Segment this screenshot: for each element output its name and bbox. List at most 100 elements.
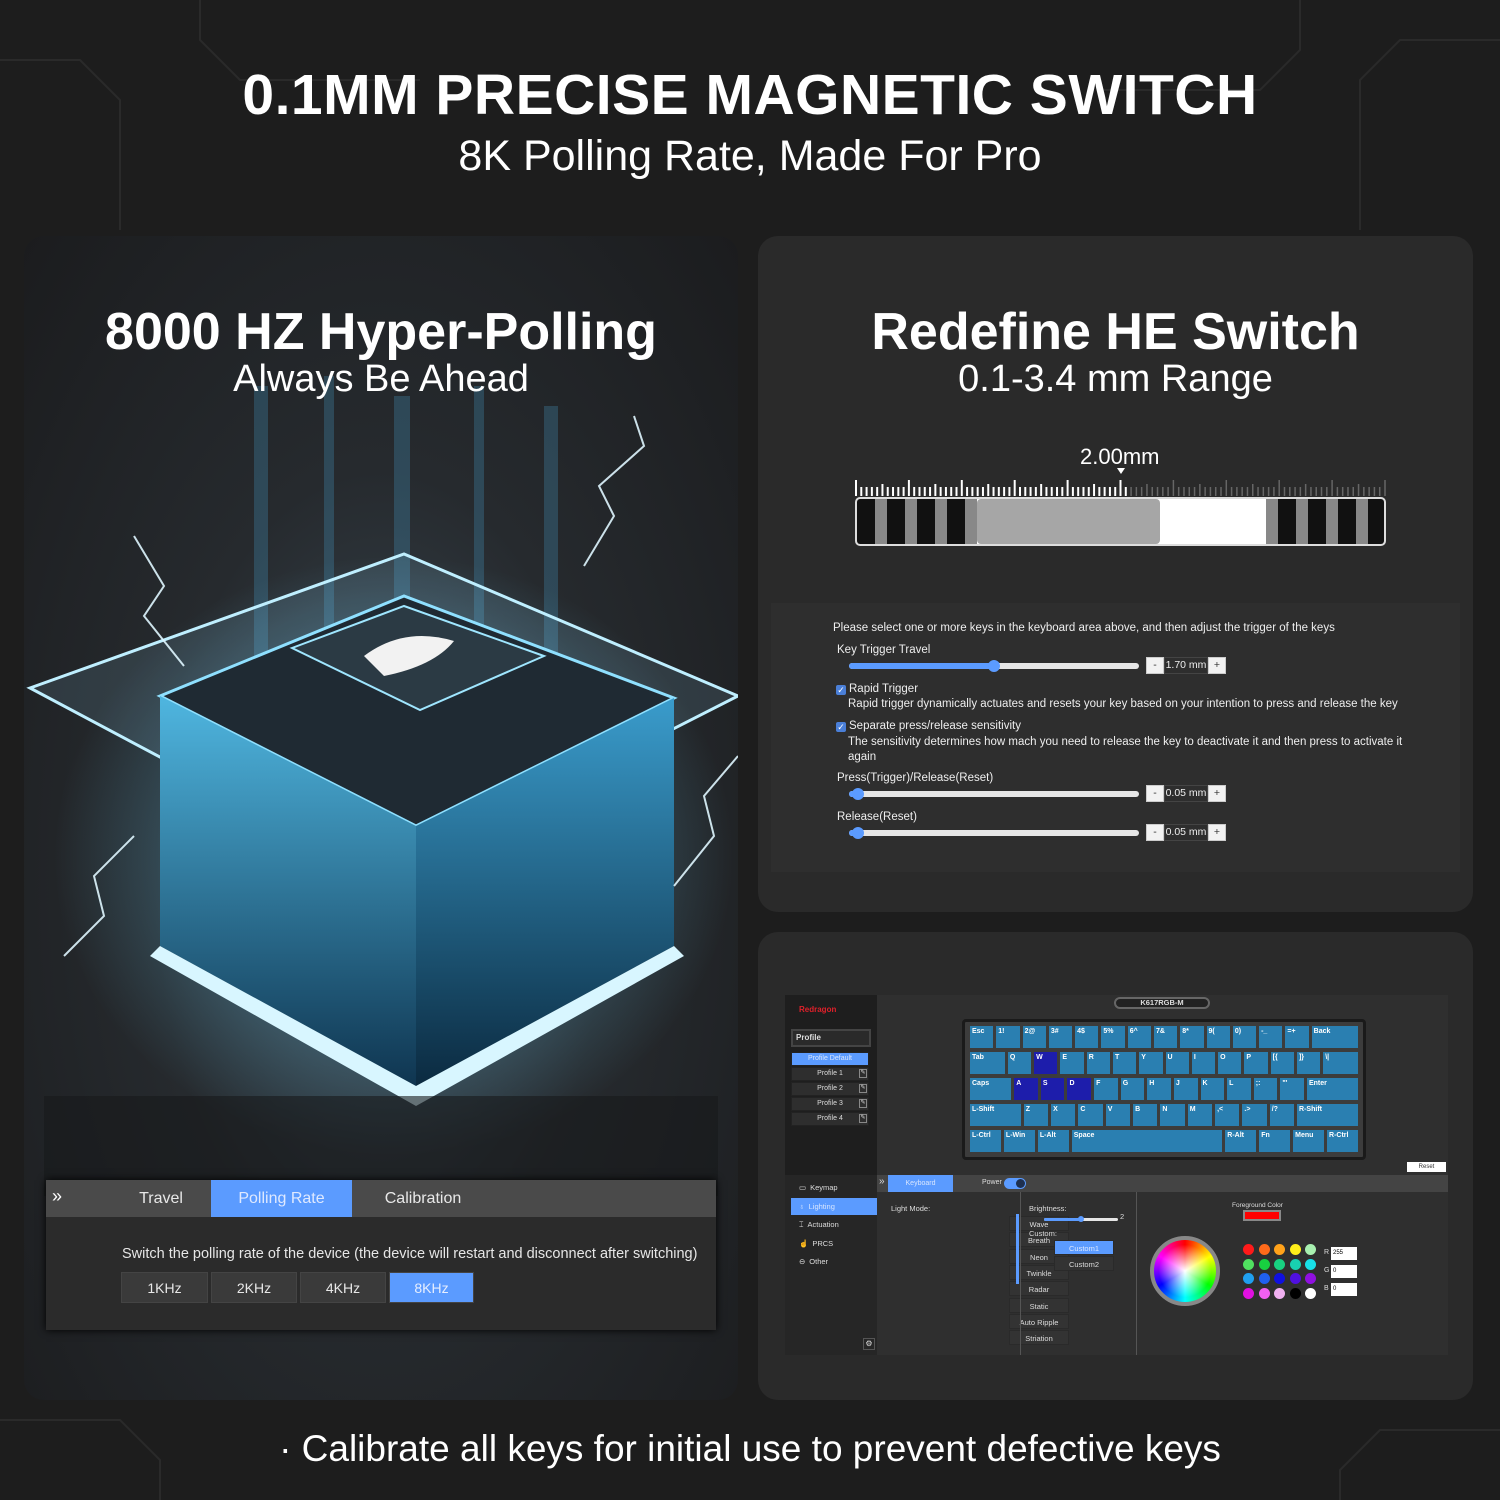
palette-color[interactable]	[1289, 1258, 1301, 1270]
key[interactable]: ,<	[1215, 1104, 1240, 1126]
rate-1khz-button[interactable]: 1KHz	[121, 1272, 208, 1303]
increment-button[interactable]: +	[1208, 785, 1226, 802]
key[interactable]: G	[1120, 1078, 1145, 1100]
key[interactable]: B	[1133, 1104, 1158, 1126]
key[interactable]: [{	[1270, 1052, 1294, 1074]
palette-color[interactable]	[1289, 1244, 1301, 1255]
light-mode-striation[interactable]: Striation	[1009, 1330, 1069, 1346]
key[interactable]: Z	[1023, 1104, 1049, 1126]
key[interactable]: V	[1105, 1104, 1131, 1126]
key[interactable]: Y	[1139, 1052, 1163, 1074]
palette-color[interactable]	[1305, 1258, 1316, 1270]
rate-8khz-button[interactable]: 8KHz	[389, 1272, 474, 1303]
decrement-button[interactable]: -	[1146, 824, 1164, 841]
palette-color[interactable]	[1243, 1244, 1254, 1255]
profile-item[interactable]: Profile 2 ✎	[791, 1082, 869, 1096]
key[interactable]: U	[1165, 1052, 1189, 1074]
key[interactable]: E	[1060, 1052, 1084, 1074]
profile-item[interactable]: Profile 1 ✎	[791, 1067, 869, 1081]
key[interactable]: ;:	[1253, 1078, 1278, 1100]
key[interactable]: P	[1244, 1052, 1268, 1074]
rgb-input-r[interactable]: 255	[1331, 1247, 1357, 1260]
edit-icon[interactable]: ✎	[859, 1099, 867, 1108]
palette-color[interactable]	[1258, 1244, 1270, 1255]
rate-4khz-button[interactable]: 4KHz	[300, 1272, 386, 1303]
key[interactable]: Enter	[1306, 1078, 1359, 1100]
release-slider[interactable]	[849, 827, 1139, 839]
key[interactable]: 2@	[1022, 1026, 1046, 1048]
increment-button[interactable]: +	[1208, 657, 1226, 674]
separate-sensitivity-checkbox[interactable]: ✓	[836, 722, 846, 732]
key[interactable]: 6^	[1127, 1026, 1151, 1048]
tab-keyboard[interactable]: Keyboard	[888, 1175, 953, 1192]
key[interactable]: W	[1034, 1052, 1058, 1074]
key[interactable]: Menu	[1293, 1130, 1325, 1152]
key[interactable]: T	[1112, 1052, 1137, 1074]
key[interactable]: L-Alt	[1037, 1130, 1069, 1152]
key[interactable]: F	[1094, 1078, 1118, 1100]
key[interactable]: K	[1200, 1078, 1225, 1100]
tab-travel[interactable]: Travel	[139, 1190, 183, 1207]
key[interactable]: R-Ctrl	[1327, 1130, 1358, 1152]
palette-color[interactable]	[1243, 1258, 1254, 1270]
key[interactable]: L-Ctrl	[970, 1130, 1001, 1152]
profile-item[interactable]: Profile 4 ✎	[791, 1112, 869, 1126]
key[interactable]: I	[1191, 1052, 1216, 1074]
palette-color[interactable]	[1258, 1258, 1270, 1270]
key[interactable]: 4$	[1075, 1026, 1099, 1048]
key[interactable]: .>	[1242, 1104, 1267, 1126]
nav-keymap[interactable]: ▭ Keymap	[791, 1179, 877, 1196]
key[interactable]: 8*	[1180, 1026, 1204, 1048]
key[interactable]: Q	[1007, 1052, 1032, 1074]
key[interactable]: 0)	[1232, 1026, 1257, 1048]
light-mode-auto-ripple[interactable]: Auto Ripple	[1009, 1313, 1069, 1329]
key[interactable]: Tab	[970, 1052, 1005, 1074]
key[interactable]: J	[1173, 1078, 1198, 1100]
key[interactable]: X	[1051, 1104, 1076, 1126]
palette-color[interactable]	[1289, 1287, 1301, 1299]
palette-color[interactable]	[1274, 1287, 1285, 1299]
palette-color[interactable]	[1258, 1273, 1270, 1284]
increment-button[interactable]: +	[1208, 824, 1226, 841]
key[interactable]: D	[1067, 1078, 1092, 1100]
collapse-chevron-icon[interactable]: »	[879, 1176, 885, 1187]
tab-calibration[interactable]: Calibration	[384, 1190, 462, 1207]
edit-icon[interactable]: ✎	[859, 1069, 867, 1078]
palette-color[interactable]	[1243, 1273, 1254, 1284]
foreground-color-swatch[interactable]	[1243, 1210, 1281, 1221]
press-release-slider[interactable]	[849, 788, 1139, 800]
key[interactable]: S	[1040, 1078, 1065, 1100]
key[interactable]: H	[1147, 1078, 1171, 1100]
nav-actuation[interactable]: ⌶ Actuation	[791, 1216, 877, 1233]
palette-color[interactable]	[1274, 1258, 1285, 1270]
key[interactable]: 9(	[1206, 1026, 1230, 1048]
palette-color[interactable]	[1243, 1287, 1254, 1299]
edit-icon[interactable]: ✎	[859, 1084, 867, 1093]
release-value[interactable]: 0.05 mm	[1164, 824, 1208, 841]
edit-icon[interactable]: ✎	[859, 1114, 867, 1123]
rapid-trigger-checkbox[interactable]: ✓	[836, 685, 846, 695]
key[interactable]: ]}	[1296, 1052, 1321, 1074]
custom1-button[interactable]: Custom1	[1054, 1240, 1114, 1255]
key[interactable]: Space	[1071, 1130, 1223, 1152]
key[interactable]: Back	[1311, 1026, 1359, 1048]
key[interactable]: \|	[1323, 1052, 1359, 1074]
key[interactable]: R-Shift	[1297, 1104, 1358, 1126]
settings-gear-icon[interactable]: ⚙	[863, 1338, 875, 1350]
palette-color[interactable]	[1289, 1273, 1301, 1284]
key[interactable]: O	[1218, 1052, 1242, 1074]
profile-item[interactable]: Profile Default	[791, 1052, 869, 1066]
key[interactable]: L-Win	[1003, 1130, 1035, 1152]
light-mode-radar[interactable]: Radar	[1009, 1281, 1069, 1297]
power-toggle[interactable]	[1004, 1178, 1026, 1189]
key[interactable]: /?	[1269, 1104, 1295, 1126]
key[interactable]: Caps	[970, 1078, 1012, 1100]
expand-chevron-icon[interactable]: »	[52, 1186, 63, 1206]
brightness-slider[interactable]	[1044, 1216, 1118, 1222]
key[interactable]: 5%	[1101, 1026, 1125, 1048]
key[interactable]: L	[1227, 1078, 1251, 1100]
palette-color[interactable]	[1305, 1287, 1316, 1299]
palette-color[interactable]	[1274, 1273, 1285, 1284]
key[interactable]: -_	[1259, 1026, 1283, 1048]
key[interactable]: C	[1078, 1104, 1103, 1126]
